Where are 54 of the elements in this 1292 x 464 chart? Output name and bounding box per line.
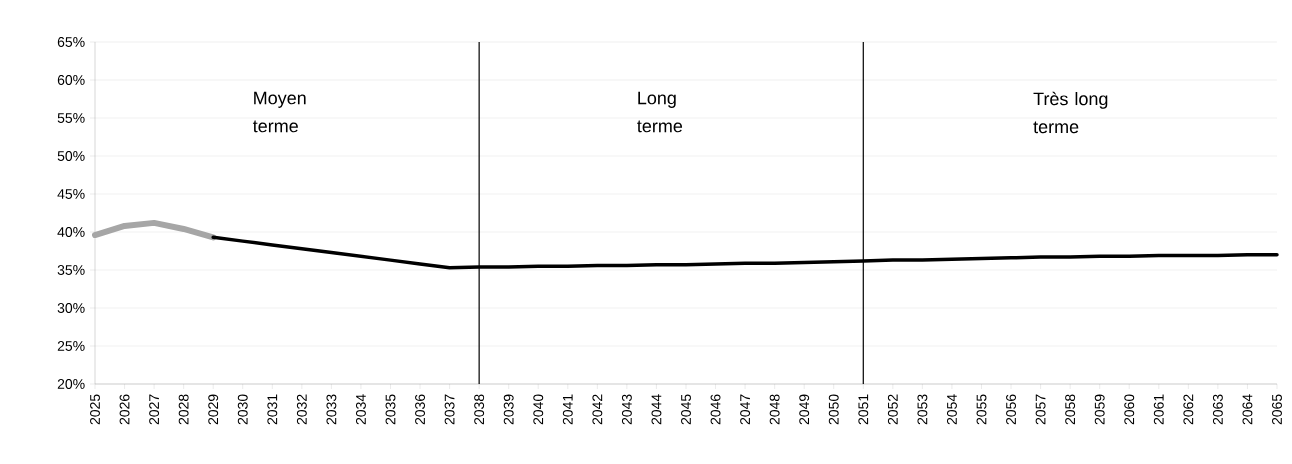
- y-tick-label: 55%: [57, 113, 85, 123]
- x-tick-label: 2045: [681, 394, 691, 425]
- x-tick-label: 2027: [149, 394, 160, 425]
- x-tick-label: 2044: [651, 394, 662, 425]
- x-tick-label: 2039: [503, 394, 514, 425]
- x-tick-label: 2062: [1183, 394, 1194, 425]
- x-tick-label: 2042: [592, 394, 603, 425]
- x-tick-label: 2043: [621, 394, 632, 425]
- x-tick-label: 2034: [355, 394, 366, 425]
- x-tick-label: 2047: [740, 394, 751, 425]
- x-tick-label: 2026: [119, 394, 130, 425]
- y-tick-label: 45%: [57, 189, 85, 199]
- x-tick-label: 2057: [1035, 394, 1046, 425]
- x-tick-label: 2032: [296, 394, 307, 425]
- x-tick-label: 2035: [385, 394, 396, 425]
- y-tick-label: 50%: [57, 151, 85, 161]
- x-tick-label: 2059: [1094, 394, 1105, 425]
- y-tick-label: 20%: [57, 379, 85, 389]
- x-tick-label: 2036: [415, 394, 425, 425]
- x-tick-label: 2040: [533, 394, 544, 425]
- x-tick-label: 2029: [208, 394, 219, 425]
- x-tick-label: 2064: [1242, 394, 1253, 425]
- x-tick-label: 2054: [946, 394, 957, 425]
- y-tick-label: 35%: [57, 265, 85, 275]
- x-tick-label: 2033: [326, 394, 337, 425]
- x-tick-label: 2065: [1272, 394, 1282, 425]
- x-tick-label: 2060: [1124, 394, 1135, 425]
- x-tick-label: 2025: [90, 394, 100, 425]
- annotation: Long terme: [637, 91, 683, 133]
- x-tick-label: 2058: [1065, 394, 1076, 425]
- x-tick-label: 2055: [976, 394, 987, 425]
- y-tick-label: 30%: [57, 303, 85, 313]
- x-tick-label: 2051: [858, 394, 869, 425]
- x-tick-label: 2037: [444, 394, 455, 425]
- y-tick-label: 25%: [57, 341, 85, 351]
- x-tick-label: 2048: [769, 394, 780, 425]
- y-tick-label: 65%: [57, 37, 85, 47]
- x-tick-label: 2046: [710, 394, 721, 425]
- x-tick-label: 2061: [1153, 394, 1164, 425]
- x-tick-label: 2031: [267, 394, 278, 425]
- annotation: Très long terme: [1033, 91, 1108, 134]
- x-tick-label: 2063: [1212, 394, 1223, 425]
- annotation: Moyen terme: [252, 91, 306, 133]
- x-tick-label: 2028: [178, 394, 189, 425]
- x-tick-label: 2056: [1006, 394, 1016, 425]
- x-tick-label: 2050: [828, 394, 839, 425]
- x-tick-label: 2038: [474, 394, 485, 425]
- x-tick-label: 2049: [799, 394, 810, 425]
- y-tick-label: 40%: [57, 227, 85, 237]
- x-tick-label: 2053: [917, 394, 928, 425]
- y-tick-label: 60%: [57, 75, 85, 85]
- x-tick-label: 2030: [237, 394, 248, 425]
- x-tick-label: 2041: [562, 394, 573, 425]
- x-tick-label: 2052: [887, 394, 898, 425]
